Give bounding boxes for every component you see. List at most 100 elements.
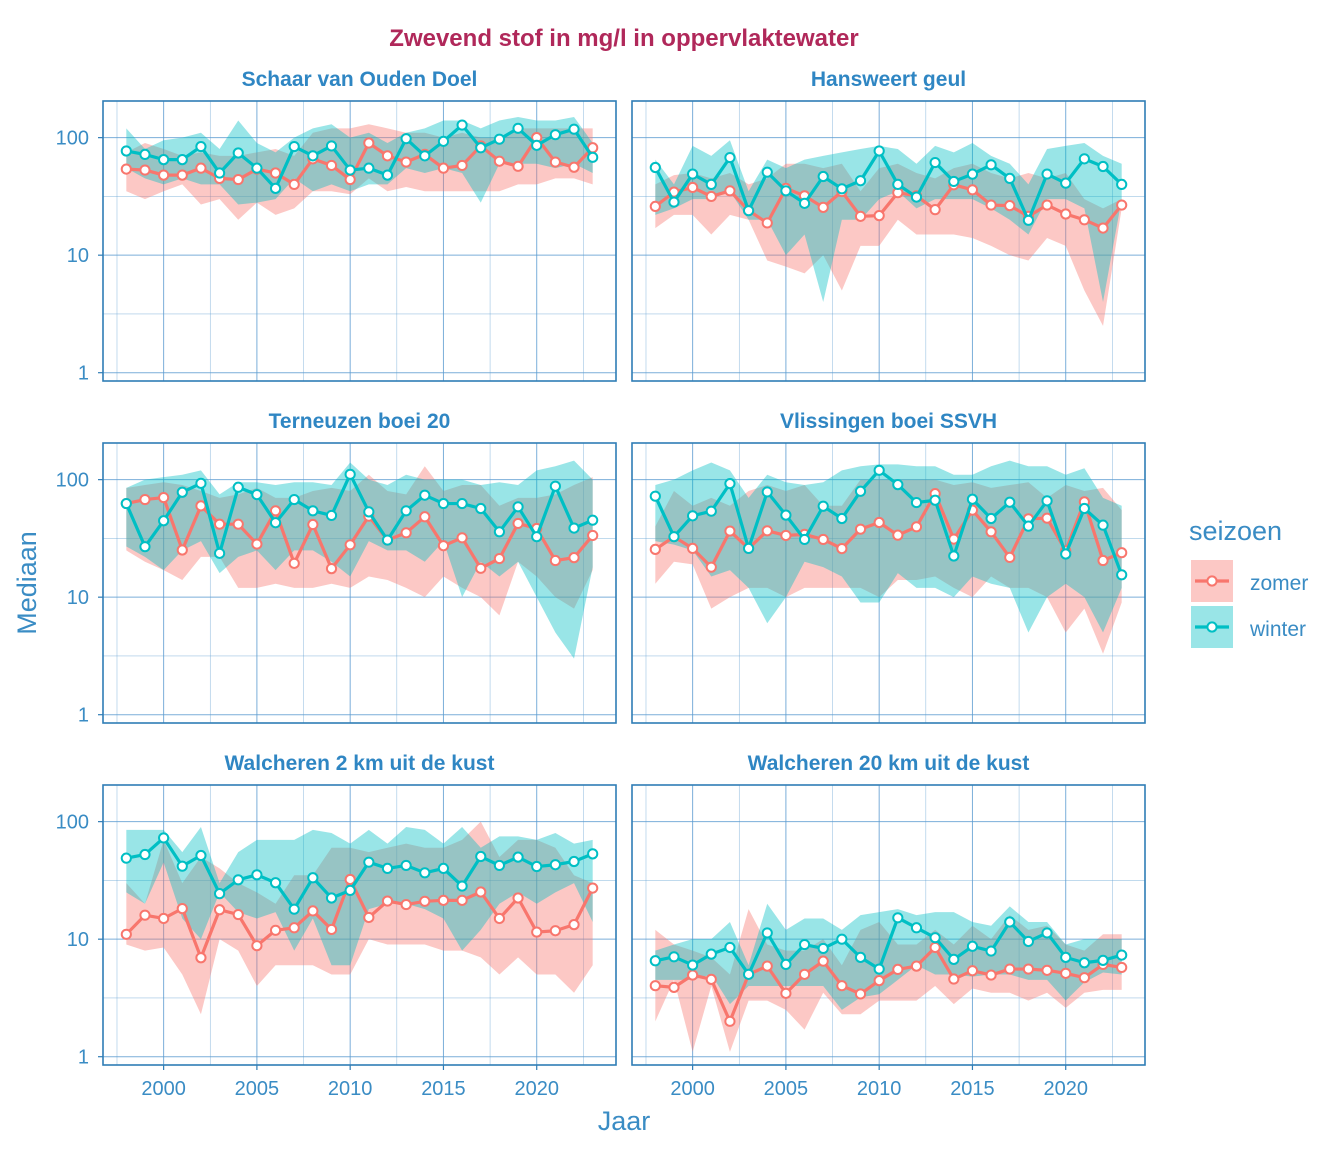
point-zomer [363, 911, 375, 924]
point-winter [176, 154, 188, 166]
point-zomer [836, 542, 848, 555]
point-winter [232, 481, 244, 493]
point-winter [437, 135, 450, 147]
point-winter [966, 168, 979, 180]
point-winter [798, 938, 811, 951]
point-zomer [985, 969, 997, 981]
point-winter [1004, 496, 1016, 508]
point-winter [1060, 951, 1072, 963]
point-zomer [966, 184, 979, 196]
point-zomer [363, 137, 375, 149]
point-winter [475, 142, 487, 154]
point-zomer [213, 904, 226, 916]
point-zomer [288, 922, 300, 934]
legend: seizoen zomer winter [1189, 516, 1308, 648]
point-zomer [705, 973, 717, 985]
point-winter [251, 869, 263, 881]
y-tick-label: 100 [56, 812, 89, 834]
point-winter [892, 178, 904, 191]
x-tick-label: 2010 [328, 1078, 373, 1100]
point-winter [854, 951, 867, 963]
point-winter [456, 119, 468, 131]
point-zomer [512, 517, 524, 530]
point-zomer [873, 516, 885, 529]
point-zomer [120, 163, 132, 175]
panel-frame [631, 784, 1146, 1066]
point-winter [687, 510, 699, 522]
point-winter [251, 488, 263, 501]
point-zomer [307, 905, 319, 917]
point-winter [456, 880, 468, 892]
point-winter [158, 832, 170, 844]
point-winter [948, 953, 960, 965]
point-zomer [948, 973, 960, 985]
point-zomer [437, 162, 450, 174]
panel-frame [631, 442, 1146, 724]
point-zomer [854, 210, 867, 222]
legend-keys [1191, 560, 1233, 648]
point-winter [985, 159, 997, 171]
point-winter [400, 859, 412, 872]
point-zomer [587, 882, 599, 894]
point-winter [910, 922, 923, 934]
point-winter [761, 166, 773, 178]
point-winter [251, 162, 263, 174]
y-tick-label: 100 [56, 470, 89, 492]
point-winter [873, 145, 885, 157]
point-zomer [649, 200, 661, 213]
point-zomer [780, 529, 792, 542]
point-zomer [269, 505, 282, 517]
point-winter [854, 175, 867, 187]
point-winter [1097, 954, 1109, 966]
point-winter [761, 927, 773, 939]
point-winter [400, 505, 412, 517]
point-winter [1078, 502, 1090, 515]
panel-title: Hansweert geul [811, 68, 966, 91]
point-winter [363, 506, 375, 518]
point-zomer [325, 923, 338, 936]
point-winter [213, 167, 226, 179]
panel-3: Terneuzen boei 20 1 10 100 [56, 410, 617, 727]
point-zomer [325, 563, 338, 575]
point-winter [531, 860, 543, 873]
point-winter [381, 169, 394, 181]
point-winter [1078, 957, 1090, 969]
point-zomer [400, 156, 412, 168]
point-zomer [195, 952, 207, 964]
y-axis-label: Mediaan [12, 531, 42, 635]
point-winter [195, 477, 207, 489]
point-winter [798, 533, 811, 546]
point-winter [288, 140, 300, 153]
legend-key-point-zomer [1206, 575, 1218, 587]
legend-label-zomer: zomer [1250, 572, 1308, 595]
point-zomer [437, 894, 450, 906]
point-zomer [854, 523, 867, 535]
point-winter [213, 547, 226, 559]
panel-2: Hansweert geul [631, 68, 1146, 382]
point-winter [158, 515, 170, 527]
point-zomer [1060, 208, 1072, 220]
point-zomer [724, 525, 736, 537]
point-winter [966, 940, 979, 952]
point-winter [966, 493, 979, 505]
point-zomer [1078, 214, 1090, 226]
point-winter [798, 197, 811, 209]
point-zomer [456, 159, 468, 172]
point-winter [1022, 935, 1035, 948]
point-winter [344, 884, 356, 897]
point-zomer [873, 975, 885, 987]
point-winter [817, 170, 829, 183]
point-winter [668, 951, 680, 963]
point-zomer [232, 518, 244, 530]
point-winter [724, 151, 736, 164]
point-zomer [1041, 512, 1053, 524]
point-winter [948, 175, 960, 188]
point-zomer [910, 521, 923, 533]
band-zomer [126, 466, 593, 616]
x-tick-label: 2005 [235, 1078, 280, 1100]
y-tick-label: 100 [56, 128, 89, 150]
point-winter [1041, 168, 1053, 180]
point-zomer [1060, 967, 1072, 979]
point-zomer [705, 561, 717, 573]
point-winter [742, 205, 755, 217]
